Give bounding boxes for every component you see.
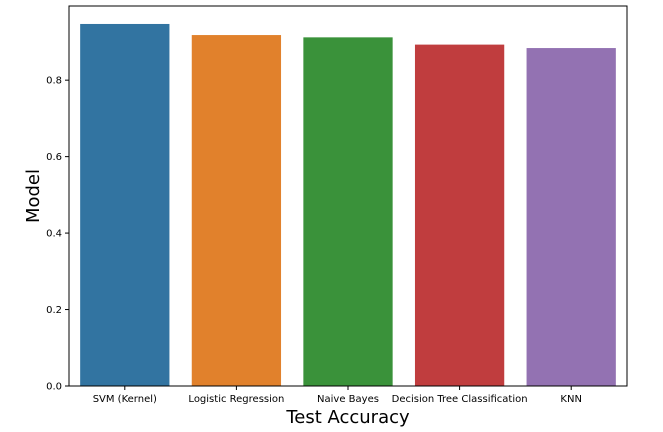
bar-1	[191, 35, 282, 387]
bar-4	[526, 48, 616, 387]
y-tick-label-4: 0.8	[46, 76, 62, 87]
x-tick-label-2: Naive Bayes	[317, 394, 379, 405]
x-axis: SVM (Kernel) Logistic Regression Naive Bay…	[93, 386, 582, 405]
y-tick-label-0: 0.0	[46, 382, 62, 393]
plot-frame	[68, 5, 628, 387]
y-tick-label-1: 0.2	[46, 305, 62, 316]
y-axis: 0.0 0.2 0.4 0.6 0.8	[46, 76, 69, 393]
y-axis-title: Model	[23, 169, 44, 223]
bar-0	[80, 23, 170, 387]
x-tick-label-4: KNN	[560, 394, 582, 405]
y-tick-label-3: 0.6	[46, 152, 62, 163]
bars-group	[80, 23, 616, 387]
x-tick-label-3: Decision Tree Classification	[392, 394, 528, 405]
bar-2	[303, 37, 393, 387]
x-axis-title: Test Accuracy	[285, 407, 410, 428]
x-tick-label-0: SVM (Kernel)	[93, 394, 157, 405]
bar-3	[414, 44, 505, 387]
x-tick-label-1: Logistic Regression	[188, 394, 284, 405]
y-tick-label-2: 0.4	[46, 229, 62, 240]
